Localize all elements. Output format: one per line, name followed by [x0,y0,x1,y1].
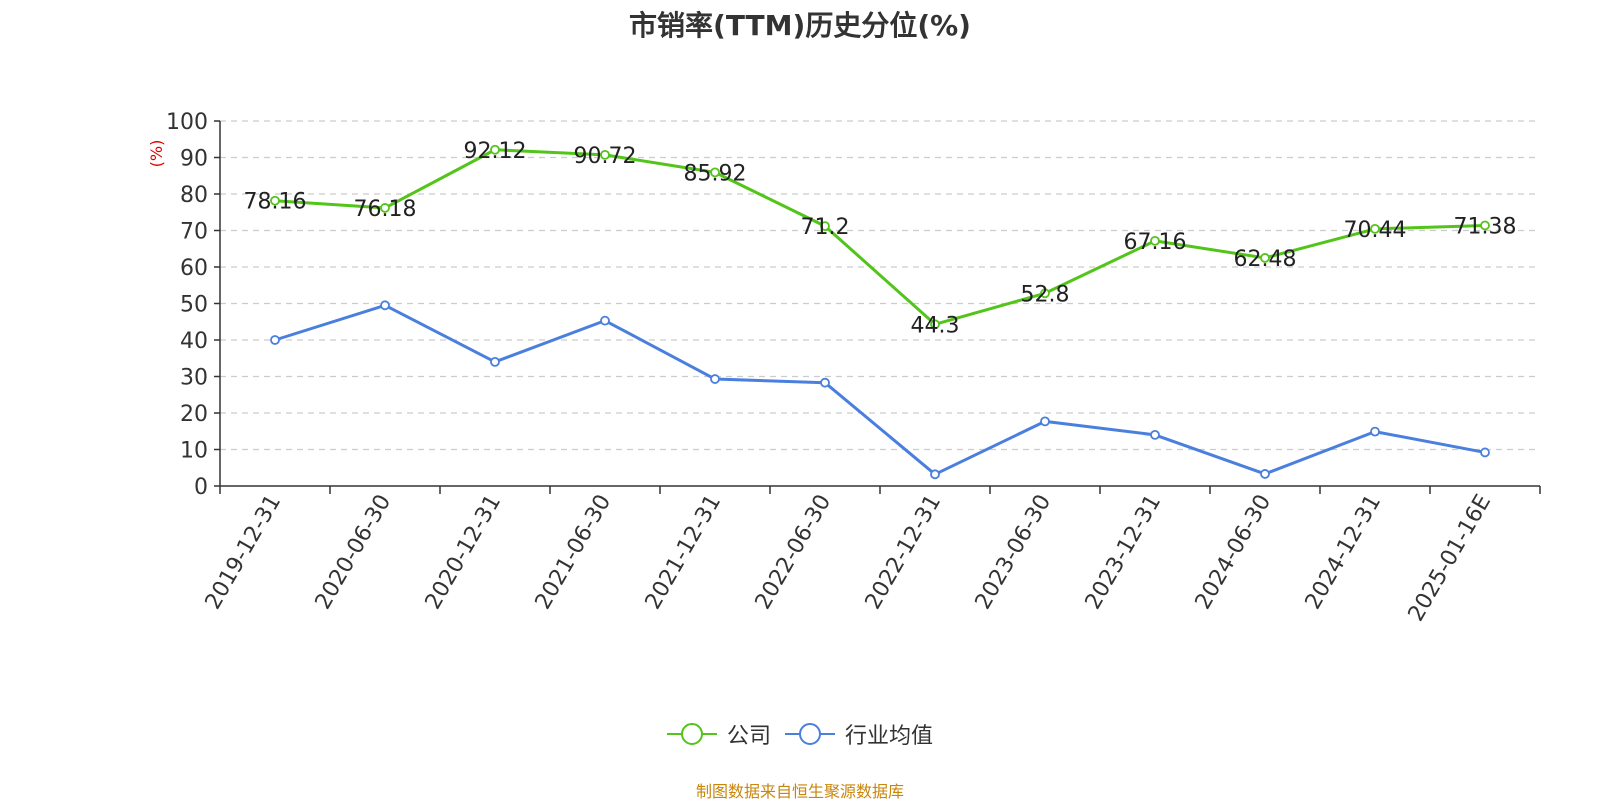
y-axis-label: (%) [147,140,166,168]
y-tick-label: 100 [166,110,208,135]
data-point-1 [820,377,830,388]
data-point-0 [270,195,280,206]
data-label: 78.16 [244,190,307,215]
data-label: 62.48 [1234,247,1297,272]
data-point-0 [380,203,390,213]
data-label: 70.44 [1344,218,1407,243]
x-tick-label: 2020-12-31 [421,491,507,614]
legend-company-label: 公司 [726,724,771,749]
x-tick-label: 2022-06-30 [751,491,837,614]
data-point-1 [1260,469,1270,479]
x-tick-label: 2024-06-30 [1191,491,1277,614]
data-point-0 [930,319,940,330]
x-tick-label: 2023-12-31 [1081,491,1167,614]
data-label: 90.72 [574,144,637,169]
legend-company-marker-icon [666,723,717,745]
data-point-0 [1260,253,1270,263]
data-point-0 [1150,235,1160,246]
y-tick-label: 80 [180,183,208,208]
y-tick-label: 0 [194,475,208,500]
source-note: 制图数据来自恒生聚源数据库 [695,782,904,801]
axes: 0 10 20 30 40 50 60 70 80 90 100(%) 2019-12-31 2020-… [147,110,1541,626]
data-label: 76.18 [354,197,417,222]
x-tick-label: 2021-06-30 [531,491,617,614]
y-tick-label: 10 [180,439,208,464]
data-label: 92.12 [464,139,527,164]
data-point-0 [490,144,500,155]
data-point-0 [1480,220,1490,231]
data-point-1 [380,300,390,311]
x-tick-label: 2019-12-31 [201,491,287,614]
x-tick-label: 2025-01-16E [1404,491,1497,626]
data-labels: 78.16 76.18 92.12 90.72 85.92 71.2 44.3 52.8 67.… [244,139,1517,339]
legend: 公司 行业均值 [0,718,1600,750]
y-tick-label: 40 [180,329,208,354]
x-tick-label: 2021-12-31 [641,491,727,614]
legend-industry-label: 行业均值 [845,724,934,749]
data-point-0 [1040,288,1050,299]
data-point-0 [1370,223,1380,234]
data-point-1 [270,335,280,345]
x-tick-label: 2022-12-31 [861,491,947,614]
legend-item-industry[interactable]: 行业均值 [785,718,933,750]
data-point-1 [1370,426,1380,437]
x-tick-label: 2024-12-31 [1301,491,1387,614]
x-tick-label: 2020-06-30 [311,491,397,614]
series [270,144,1490,480]
data-point-0 [820,221,830,232]
data-label: 71.2 [801,215,850,240]
data-label: 71.38 [1454,214,1517,239]
data-point-0 [600,149,610,160]
gridlines [220,120,1540,451]
y-tick-label: 90 [180,147,208,172]
data-label: 52.8 [1021,282,1070,307]
y-tick-label: 20 [180,402,208,427]
data-label: 67.16 [1124,230,1187,255]
series-line-0 [274,148,1486,326]
series-line-1 [274,303,1486,476]
y-tick-label: 60 [180,256,208,281]
y-tick-label: 70 [180,220,208,245]
line-chart: 0 10 20 30 40 50 60 70 80 90 100(%) 2019-12-31 2020-… [147,110,1541,626]
y-tick-label: 30 [180,366,208,391]
data-label: 85.92 [684,161,747,186]
legend-item-company[interactable]: 公司 [666,718,771,750]
data-point-1 [490,356,500,367]
data-point-1 [930,469,940,480]
chart-title: 市销率(TTM)历史分位(%) [629,9,971,42]
legend-industry-marker-icon [785,723,835,745]
data-label: 44.3 [911,313,960,338]
y-tick-label: 50 [180,293,208,318]
data-point-1 [710,374,720,384]
data-point-1 [600,315,610,326]
data-point-1 [1040,416,1050,427]
data-point-1 [1480,447,1490,458]
data-point-0 [710,167,720,178]
x-tick-label: 2023-06-30 [971,491,1057,614]
data-point-1 [1150,429,1160,440]
